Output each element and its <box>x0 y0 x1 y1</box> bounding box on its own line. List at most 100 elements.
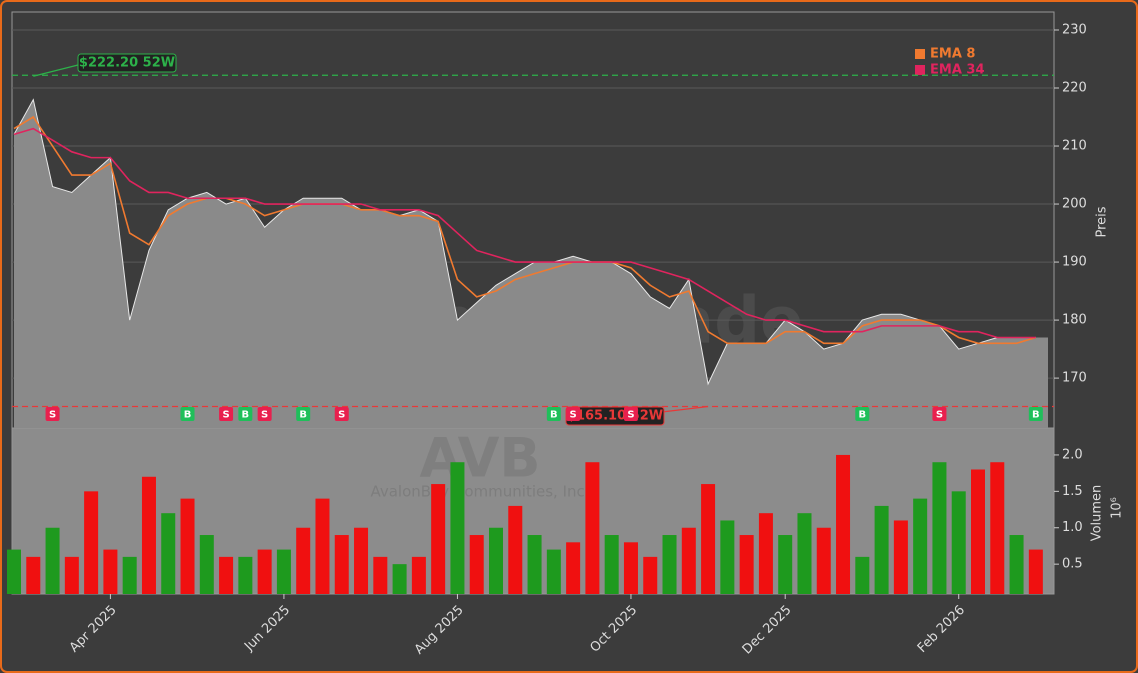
signal-marker <box>334 407 349 421</box>
volume-bar <box>701 484 716 594</box>
signal-label: B <box>184 410 192 421</box>
watermark: AVB <box>419 427 540 490</box>
volume-bar <box>7 549 21 594</box>
signal-label: S <box>570 410 577 421</box>
volume-bar <box>681 527 696 594</box>
volume-bar <box>990 462 1005 594</box>
volume-bar <box>913 498 928 594</box>
volume-bar <box>392 564 407 594</box>
signal-label: S <box>936 410 943 421</box>
y-tick-label: 220 <box>1062 81 1087 96</box>
volume-bar <box>566 542 581 594</box>
volume-bar <box>354 527 369 594</box>
ema-line <box>13 115 1037 345</box>
volume-bar <box>373 556 388 594</box>
y-tick-label: 1.5 <box>1062 484 1083 499</box>
volume-bar <box>45 527 60 594</box>
signal-marker <box>1028 407 1043 421</box>
volume-bar <box>64 556 79 594</box>
annotation-label: $222.20 52W <box>79 56 175 71</box>
y-tick-label: 180 <box>1062 313 1087 328</box>
signal-marker <box>219 407 234 421</box>
signal-label: S <box>261 410 268 421</box>
volume-bar <box>739 535 754 594</box>
signal-label: B <box>1032 410 1040 421</box>
volume-bar <box>778 535 793 594</box>
signal-label: S <box>222 410 229 421</box>
signal-marker <box>45 407 60 421</box>
volume-bar <box>662 535 677 594</box>
y-axis-label: Preis <box>1095 206 1110 237</box>
volume-bar <box>122 556 137 594</box>
volume-bar <box>874 505 889 594</box>
annotation-box <box>565 406 665 426</box>
annotation-label: $165.10 52W <box>567 409 663 424</box>
signal-marker <box>566 407 581 421</box>
volume-bar <box>585 462 600 594</box>
volume-bar <box>296 527 311 594</box>
legend-swatch <box>915 49 925 59</box>
volume-bar <box>161 513 176 594</box>
annotation-arrow <box>661 405 709 413</box>
volume-bar <box>276 549 291 594</box>
volume-bar <box>893 520 908 594</box>
volume-bar <box>508 505 523 594</box>
signal-label: S <box>338 410 345 421</box>
volume-bar <box>334 535 349 594</box>
legend-label: EMA 34 <box>930 63 985 78</box>
volume-bar <box>855 556 870 594</box>
volume-bar <box>797 513 812 594</box>
volume-bar <box>527 535 542 594</box>
signal-label: B <box>242 410 250 421</box>
volume-bar <box>604 535 619 594</box>
volume-bar <box>450 462 465 594</box>
signal-marker <box>238 407 253 421</box>
volume-bar <box>932 462 947 594</box>
signal-marker <box>623 407 638 421</box>
volume-bar <box>257 549 272 594</box>
annotation-arrow <box>33 64 79 77</box>
volume-bar <box>431 484 446 594</box>
volume-bar <box>199 535 214 594</box>
volume-bar <box>643 556 658 594</box>
price-area <box>14 99 1048 428</box>
signal-label: B <box>550 410 558 421</box>
ema-line <box>13 127 1036 339</box>
signal-marker <box>257 407 272 421</box>
volume-bar <box>1028 549 1043 594</box>
volume-bar <box>489 527 503 594</box>
volume-bar <box>971 469 985 594</box>
volume-bar <box>758 513 773 594</box>
signal-marker <box>932 407 947 421</box>
y-tick-label: 210 <box>1062 139 1087 154</box>
y-tick-label: 190 <box>1062 255 1087 270</box>
volume-bar <box>84 491 99 594</box>
annotation-box <box>77 53 177 73</box>
signal-label: B <box>299 410 307 421</box>
volume-bar <box>238 556 253 594</box>
volume-bar <box>219 556 234 594</box>
y-axis-label: Volumen <box>1090 485 1105 542</box>
volume-bar <box>836 454 851 594</box>
y-tick-label: 170 <box>1062 371 1087 386</box>
volume-bar <box>469 535 484 594</box>
price-line <box>13 98 1036 386</box>
volume-bar <box>816 527 831 594</box>
volume-bar <box>1009 535 1024 594</box>
volume-bar <box>141 476 156 594</box>
y-tick-label: 1.0 <box>1062 520 1083 535</box>
y-tick-label: 0.5 <box>1062 557 1083 572</box>
offset-label: 10⁶ <box>1110 497 1125 519</box>
signal-label: S <box>49 410 56 421</box>
y-tick-label: 200 <box>1062 197 1087 212</box>
signal-label: S <box>627 410 634 421</box>
volume-bar <box>180 498 195 594</box>
legend-swatch <box>915 65 925 75</box>
volume-bar <box>546 549 561 594</box>
volume-bar <box>720 520 735 594</box>
signal-marker <box>296 407 311 421</box>
volume-bar <box>411 556 426 594</box>
volume-bar <box>103 549 118 594</box>
volume-bar <box>26 556 41 594</box>
signal-marker <box>180 407 195 421</box>
